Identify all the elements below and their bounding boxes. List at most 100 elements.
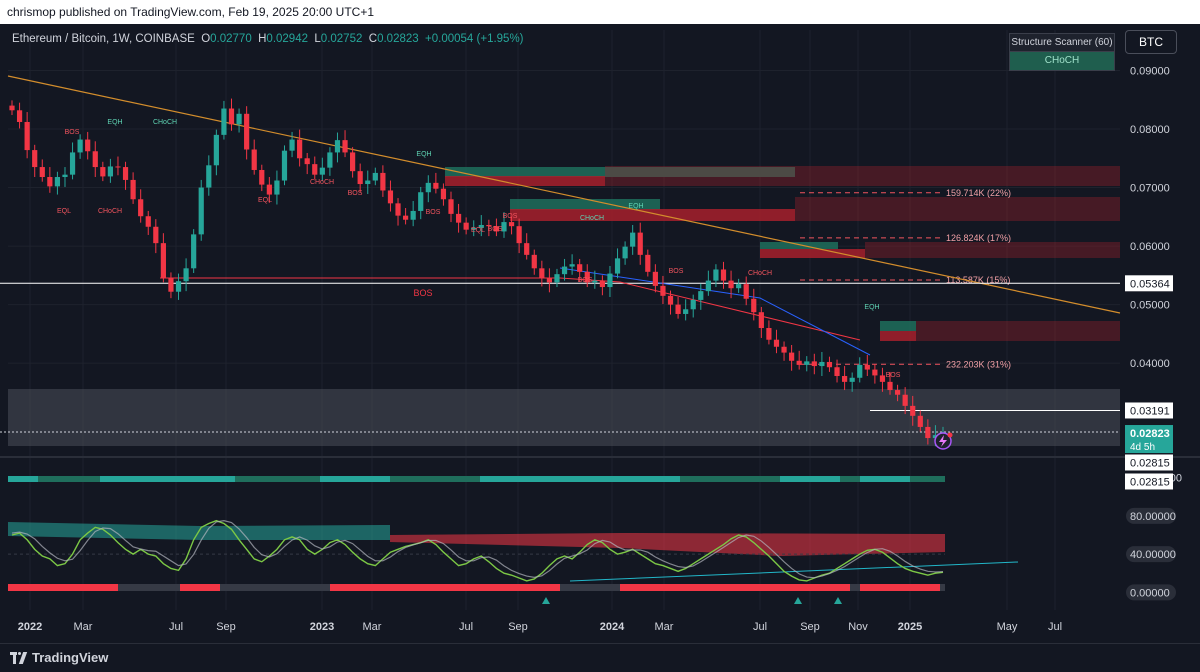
trend-strip-segment (780, 476, 840, 482)
time-axis-label: 2023 (310, 621, 334, 633)
candle-body (191, 234, 197, 269)
candle-body (524, 243, 530, 255)
structure-label: CHoCH (310, 179, 334, 186)
candle-body (516, 226, 522, 244)
candle-body (720, 269, 727, 281)
momentum-strip-segment (330, 584, 390, 591)
candle-body (206, 165, 212, 188)
candle-body (614, 258, 621, 274)
tradingview-logo[interactable]: TradingView (10, 650, 108, 665)
signal-triangle (834, 597, 842, 604)
candle-body (365, 180, 371, 185)
structure-label: BOS (886, 372, 901, 379)
candle-body (251, 149, 257, 170)
candle-body (690, 299, 696, 310)
structure-label: EQL (57, 208, 71, 215)
candle-body (138, 199, 144, 217)
candle-body (683, 309, 689, 314)
candle-body (577, 264, 583, 272)
candle-body (471, 227, 477, 230)
candle-body (872, 369, 878, 376)
candle-body (213, 134, 219, 166)
candle-body (781, 346, 787, 353)
structure-label: BOS (578, 277, 593, 284)
momentum-strip-segment (620, 584, 850, 591)
price-label-box (1125, 454, 1173, 471)
candle-body (766, 328, 772, 340)
candle-body (819, 361, 825, 367)
candle-body (894, 390, 901, 395)
candle-body (486, 225, 492, 227)
price-axis-label: 0.07000 (1130, 183, 1170, 195)
currency-button[interactable]: BTC (1125, 30, 1177, 54)
candle-body (372, 172, 378, 181)
candle-body (440, 188, 447, 200)
price-axis-label: 0.05000 (1130, 300, 1170, 312)
osc-axis-pill (1126, 507, 1176, 524)
candle-body (637, 232, 643, 255)
grid (0, 30, 1200, 610)
trend-strip-segment (8, 476, 38, 482)
symbol-label: Ethereum / Bitcoin, 1W, COINBASE (12, 33, 195, 45)
candle-body (236, 113, 242, 125)
scanner-value: CHoCH (1010, 52, 1114, 70)
price-chart[interactable]: 159.714K (22%) 126.824K (17%) 113.587K (15… (0, 24, 1200, 643)
candle-body (69, 152, 76, 175)
time-axis-label: 2022 (18, 621, 42, 633)
tradingview-logo-icon (10, 651, 28, 664)
structure-label: BOS (669, 268, 684, 275)
candle-body (925, 426, 931, 439)
candle-body (751, 298, 757, 313)
candle-body (554, 274, 560, 283)
liquidity-target-label: 126.824K (17%) (946, 233, 1011, 243)
oscillator-line (11, 519, 944, 582)
candles (9, 98, 946, 447)
trend-strip-segment (320, 476, 390, 482)
osc-axis-pill (1126, 546, 1176, 563)
low-trend-line (559, 267, 871, 356)
candle-body (312, 164, 318, 175)
osc-axis-pill (1126, 584, 1176, 601)
structure-label: BOS (65, 129, 80, 136)
structure-label-main: BOS (413, 288, 432, 298)
candle-body (584, 271, 590, 283)
candle-body (902, 394, 908, 406)
time-axis-label: Sep (800, 621, 820, 633)
candle-body (47, 177, 53, 187)
legend: Ethereum / Bitcoin, 1W, COINBASE O0.0277… (12, 33, 524, 45)
candle-body (448, 199, 454, 214)
structure-label: CHoCH (580, 215, 604, 222)
structure-label: EQH (416, 151, 431, 158)
signal-line (11, 520, 944, 579)
candle-body (160, 243, 166, 278)
structure-scanner-panel[interactable]: Structure Scanner (60) CHoCH (1009, 33, 1115, 71)
candle-body (463, 222, 469, 230)
trend-strip-segment (185, 476, 235, 482)
candle-body (932, 435, 939, 439)
candle-body (168, 277, 174, 292)
scanner-title: Structure Scanner (60) (1010, 34, 1114, 52)
osc-band-red (390, 533, 945, 556)
candle-body (789, 352, 795, 361)
signal-triangle (794, 597, 802, 604)
candle-body (289, 139, 295, 151)
structure-label: BOS (348, 190, 363, 197)
candle-body (796, 360, 802, 365)
candle-body (334, 140, 341, 153)
candle-body (175, 281, 182, 292)
candle-body (32, 150, 38, 168)
candle-body (418, 192, 424, 211)
candle-body (153, 226, 159, 244)
discount-zone (8, 389, 1120, 446)
candle-body (16, 110, 23, 122)
structure-label: BOS (488, 226, 503, 233)
structure-label: EQL (258, 197, 272, 204)
time-axis-label: Mar (655, 621, 674, 633)
footer: TradingView (0, 643, 1200, 672)
candle-body (736, 284, 742, 289)
price-label-box (1125, 275, 1173, 292)
low-label: L (314, 33, 321, 45)
current-price-label: 0.02823 (1130, 428, 1170, 440)
candle-body (319, 167, 325, 175)
candle-body (9, 105, 15, 111)
